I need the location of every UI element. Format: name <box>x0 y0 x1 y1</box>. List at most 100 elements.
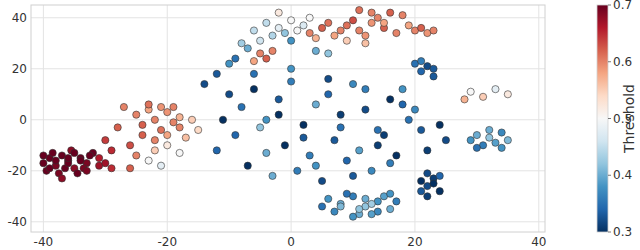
point <box>133 111 140 118</box>
point <box>442 137 449 144</box>
point <box>504 91 511 98</box>
point <box>176 124 183 131</box>
point <box>275 111 282 118</box>
point <box>387 205 394 212</box>
point <box>226 60 233 67</box>
y-grid-line <box>31 221 545 222</box>
x-grid-line <box>538 5 539 232</box>
point <box>250 58 257 65</box>
point <box>380 19 387 26</box>
point <box>430 27 437 34</box>
point <box>374 126 381 133</box>
point <box>405 22 412 29</box>
point <box>257 37 264 44</box>
point <box>424 193 431 200</box>
point <box>108 147 115 154</box>
point <box>312 47 319 54</box>
point <box>275 9 282 16</box>
y-tick-label: 20 <box>12 62 27 76</box>
point <box>331 137 338 144</box>
point <box>461 96 468 103</box>
point <box>368 19 375 26</box>
point <box>362 106 369 113</box>
point <box>145 157 152 164</box>
point <box>287 78 294 85</box>
x-tick-label: -20 <box>157 235 177 249</box>
point <box>170 119 177 126</box>
point <box>40 152 47 159</box>
point <box>263 55 270 62</box>
point <box>102 160 109 167</box>
y-tick-label: -40 <box>7 215 27 229</box>
point <box>337 27 344 34</box>
point <box>343 22 350 29</box>
point <box>356 147 363 154</box>
point <box>405 116 412 123</box>
point <box>331 208 338 215</box>
point <box>356 205 363 212</box>
point <box>108 165 115 172</box>
point <box>325 50 332 57</box>
colorbar-tick-label: 0.3 <box>613 225 632 239</box>
point <box>337 124 344 131</box>
point <box>318 177 325 184</box>
colorbar-tick-label: 0.6 <box>613 55 632 69</box>
point <box>46 165 53 172</box>
point <box>250 27 257 34</box>
point <box>250 86 257 93</box>
point <box>257 50 264 57</box>
point <box>368 167 375 174</box>
point <box>275 24 282 31</box>
point <box>58 175 65 182</box>
point <box>151 147 158 154</box>
point <box>349 80 356 87</box>
point <box>418 188 425 195</box>
colorbar-tick-label: 0.7 <box>613 0 632 12</box>
point <box>436 121 443 128</box>
point <box>325 19 332 26</box>
point <box>232 131 239 138</box>
chart: -40-2002040-40-20020400.30.40.50.60.7Thr… <box>0 0 640 250</box>
point <box>164 131 171 138</box>
point <box>281 29 288 36</box>
plot-frame <box>31 5 545 232</box>
point <box>126 165 133 172</box>
point <box>114 124 121 131</box>
colorbar-tick <box>608 5 611 6</box>
point <box>269 32 276 39</box>
point <box>176 114 183 121</box>
point <box>349 17 356 24</box>
point <box>436 172 443 179</box>
point <box>393 29 400 36</box>
point <box>424 170 431 177</box>
point <box>170 103 177 110</box>
point <box>213 147 220 154</box>
x-grid-line <box>43 5 44 232</box>
point <box>418 58 425 65</box>
point <box>430 73 437 80</box>
point <box>126 142 133 149</box>
point <box>157 162 164 169</box>
point <box>151 116 158 123</box>
point <box>374 14 381 21</box>
colorbar-label: Threshold <box>621 84 637 154</box>
point <box>492 139 499 146</box>
point <box>380 131 387 138</box>
point <box>263 116 270 123</box>
point <box>300 134 307 141</box>
point <box>368 9 375 16</box>
point <box>331 32 338 39</box>
point <box>182 134 189 141</box>
point <box>102 137 109 144</box>
point <box>349 172 356 179</box>
point <box>337 111 344 118</box>
point <box>49 149 56 156</box>
x-tick-label: -40 <box>34 235 54 249</box>
point <box>498 144 505 151</box>
point <box>275 96 282 103</box>
point <box>83 167 90 174</box>
point <box>86 152 93 159</box>
y-grid-line <box>31 119 545 120</box>
point <box>343 37 350 44</box>
colorbar-tick <box>608 175 611 176</box>
